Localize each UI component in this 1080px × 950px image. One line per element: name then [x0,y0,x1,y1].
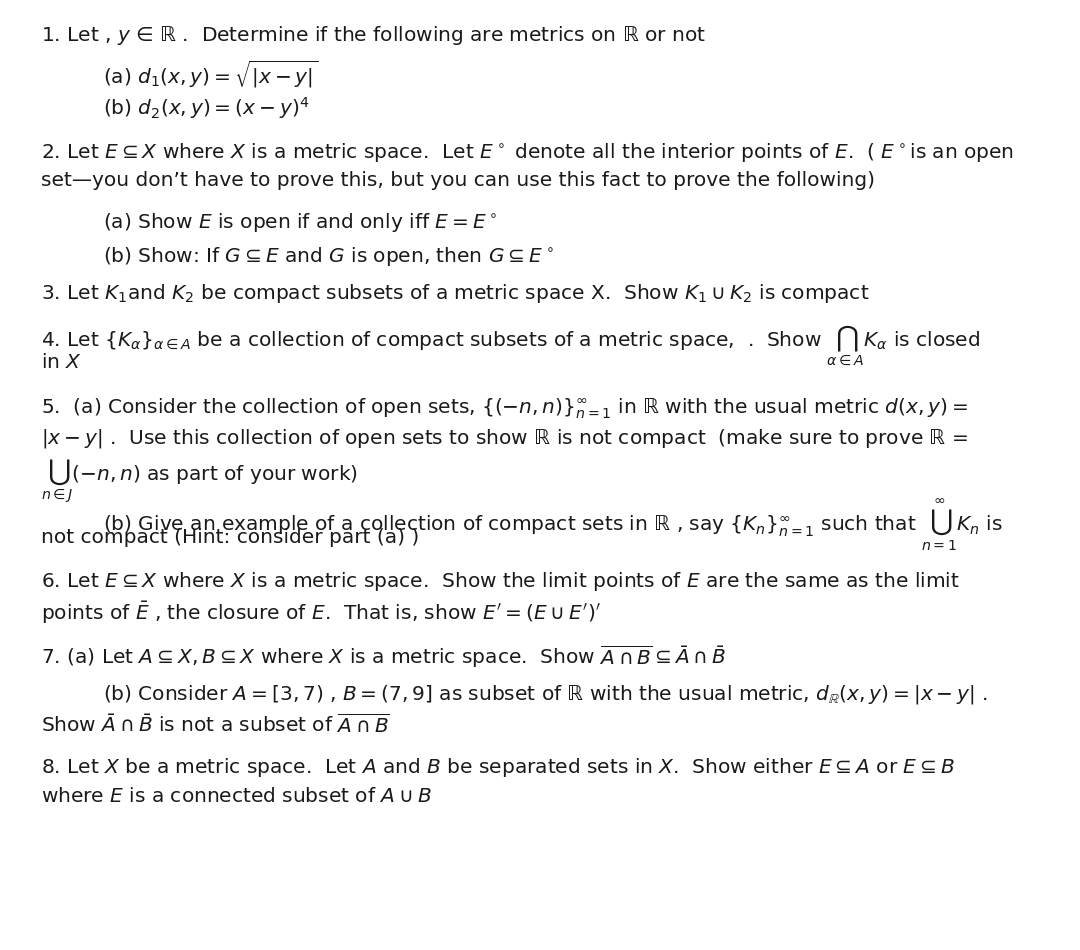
Text: 5.  (a) Consider the collection of open sets, $\{(-n, n)\}_{n=1}^{\infty}$ in ℝ : 5. (a) Consider the collection of open s… [41,396,968,421]
Text: $\bigcup_{n\in J}(-n, n)$ as part of your work): $\bigcup_{n\in J}(-n, n)$ as part of you… [41,457,357,504]
Text: 4. Let $\{K_\alpha\}_{\alpha\in A}$ be a collection of compact subsets of a metr: 4. Let $\{K_\alpha\}_{\alpha\in A}$ be a… [41,323,981,368]
Text: 1. Let , $y$ ∈ ℝ .  Determine if the following are metrics on ℝ or not: 1. Let , $y$ ∈ ℝ . Determine if the foll… [41,24,706,47]
Text: in $X$: in $X$ [41,353,82,372]
Text: (b) $d_2(x, y) = (x - y)^4$: (b) $d_2(x, y) = (x - y)^4$ [103,95,309,121]
Text: (b) Give an example of a collection of compact sets in ℝ , say $\{K_n\}_{n=1}^{\: (b) Give an example of a collection of c… [103,498,1002,553]
Text: points of $\bar{E}$ , the closure of $E$.  That is, show $E' = (E \cup E')'$: points of $\bar{E}$ , the closure of $E$… [41,600,600,626]
Text: (a) Show $E$ is open if and only iff $E = E^\circ$: (a) Show $E$ is open if and only iff $E … [103,211,497,234]
Text: set—you don’t have to prove this, but you can use this fact to prove the followi: set—you don’t have to prove this, but yo… [41,171,875,190]
Text: 7. (a) Let $A \subseteq X, B \subseteq X$ where $X$ is a metric space.  Show $\o: 7. (a) Let $A \subseteq X, B \subseteq X… [41,643,726,670]
Text: (b) Show: If $G \subseteq E$ and $G$ is open, then $G \subseteq E^\circ$: (b) Show: If $G \subseteq E$ and $G$ is … [103,245,553,268]
Text: not compact (Hint: consider part (a) ): not compact (Hint: consider part (a) ) [41,528,419,547]
Text: $|x - y|$ .  Use this collection of open sets to show ℝ is not compact  (make su: $|x - y|$ . Use this collection of open … [41,427,968,449]
Text: 2. Let $E \subseteq X$ where $X$ is a metric space.  Let $E^\circ$ denote all th: 2. Let $E \subseteq X$ where $X$ is a me… [41,141,1014,163]
Text: 6. Let $E \subseteq X$ where $X$ is a metric space.  Show the limit points of $E: 6. Let $E \subseteq X$ where $X$ is a me… [41,570,960,593]
Text: (a) $d_1(x, y) = \sqrt{|x - y|}$: (a) $d_1(x, y) = \sqrt{|x - y|}$ [103,59,318,90]
Text: 8. Let $X$ be a metric space.  Let $A$ and $B$ be separated sets in $X$.  Show e: 8. Let $X$ be a metric space. Let $A$ an… [41,756,955,779]
Text: where $E$ is a connected subset of $A \cup B$: where $E$ is a connected subset of $A \c… [41,787,432,806]
Text: Show $\bar{A} \cap \bar{B}$ is not a subset of $\overline{A \cap B}$: Show $\bar{A} \cap \bar{B}$ is not a sub… [41,713,390,737]
Text: (b) Consider $A = [3,7)$ , $B = (7,9]$ as subset of ℝ with the usual metric, $d_: (b) Consider $A = [3,7)$ , $B = (7,9]$ a… [103,683,987,706]
Text: 3. Let $K_1$and $K_2$ be compact subsets of a metric space X.  Show $K_1 \cup K_: 3. Let $K_1$and $K_2$ be compact subsets… [41,282,869,305]
